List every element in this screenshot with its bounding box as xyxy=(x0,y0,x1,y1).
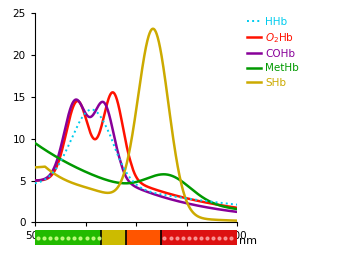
Bar xyxy=(161,230,237,245)
Bar xyxy=(35,230,101,245)
Bar xyxy=(126,230,161,245)
Bar xyxy=(101,230,126,245)
Text: nm: nm xyxy=(239,236,257,246)
Legend: HHb, $O_2$Hb, COHb, MetHb, SHb: HHb, $O_2$Hb, COHb, MetHb, SHb xyxy=(247,17,299,88)
